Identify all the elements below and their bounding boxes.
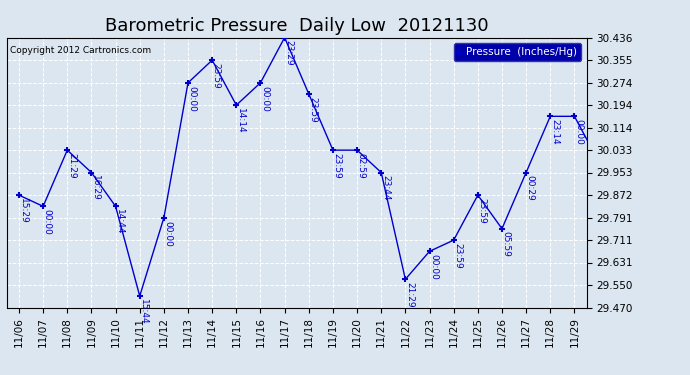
Text: 16:29: 16:29: [91, 175, 100, 201]
Pressure  (Inches/Hg): [232, 103, 240, 107]
Text: Copyright 2012 Cartronics.com: Copyright 2012 Cartronics.com: [10, 46, 151, 55]
Text: 21:29: 21:29: [67, 153, 76, 178]
Text: 15:29: 15:29: [19, 198, 28, 223]
Text: 00:00: 00:00: [164, 220, 172, 246]
Pressure  (Inches/Hg): [63, 148, 72, 152]
Text: 00:00: 00:00: [188, 86, 197, 111]
Pressure  (Inches/Hg): [257, 81, 265, 85]
Pressure  (Inches/Hg): [280, 35, 288, 40]
Pressure  (Inches/Hg): [329, 148, 337, 152]
Text: 05:59: 05:59: [502, 231, 511, 257]
Text: 23:44: 23:44: [381, 175, 390, 201]
Pressure  (Inches/Hg): [377, 170, 385, 175]
Line: Pressure  (Inches/Hg): Pressure (Inches/Hg): [15, 34, 602, 300]
Text: 23:14: 23:14: [550, 119, 559, 145]
Pressure  (Inches/Hg): [473, 193, 482, 197]
Pressure  (Inches/Hg): [208, 58, 217, 62]
Text: 14:44: 14:44: [0, 374, 1, 375]
Pressure  (Inches/Hg): [522, 170, 530, 175]
Text: 00:00: 00:00: [574, 119, 583, 145]
Pressure  (Inches/Hg): [546, 114, 555, 118]
Text: 23:59: 23:59: [453, 243, 462, 268]
Pressure  (Inches/Hg): [111, 204, 120, 209]
Pressure  (Inches/Hg): [450, 238, 458, 242]
Pressure  (Inches/Hg): [353, 148, 362, 152]
Legend: Pressure  (Inches/Hg): Pressure (Inches/Hg): [453, 43, 581, 61]
Pressure  (Inches/Hg): [184, 81, 192, 85]
Text: 00:29: 00:29: [526, 175, 535, 201]
Pressure  (Inches/Hg): [304, 92, 313, 96]
Title: Barometric Pressure  Daily Low  20121130: Barometric Pressure Daily Low 20121130: [105, 16, 489, 34]
Text: 15:44: 15:44: [139, 299, 148, 324]
Pressure  (Inches/Hg): [594, 159, 603, 164]
Pressure  (Inches/Hg): [39, 204, 47, 209]
Pressure  (Inches/Hg): [498, 226, 506, 231]
Pressure  (Inches/Hg): [159, 216, 168, 220]
Text: 21:29: 21:29: [405, 282, 414, 308]
Text: 23:29: 23:29: [284, 40, 293, 66]
Pressure  (Inches/Hg): [570, 114, 578, 118]
Text: 23:59: 23:59: [212, 63, 221, 88]
Text: 02:59: 02:59: [357, 153, 366, 178]
Text: 00:00: 00:00: [429, 254, 438, 280]
Pressure  (Inches/Hg): [425, 249, 433, 254]
Text: 00:00: 00:00: [43, 209, 52, 235]
Pressure  (Inches/Hg): [135, 294, 144, 298]
Text: 23:59: 23:59: [477, 198, 486, 223]
Pressure  (Inches/Hg): [87, 170, 95, 175]
Text: 14:44: 14:44: [115, 209, 124, 235]
Text: 00:00: 00:00: [260, 86, 269, 111]
Pressure  (Inches/Hg): [15, 193, 23, 197]
Text: 23:59: 23:59: [308, 97, 317, 123]
Text: 23:59: 23:59: [333, 153, 342, 178]
Pressure  (Inches/Hg): [402, 277, 410, 282]
Text: 14:14: 14:14: [236, 108, 245, 134]
